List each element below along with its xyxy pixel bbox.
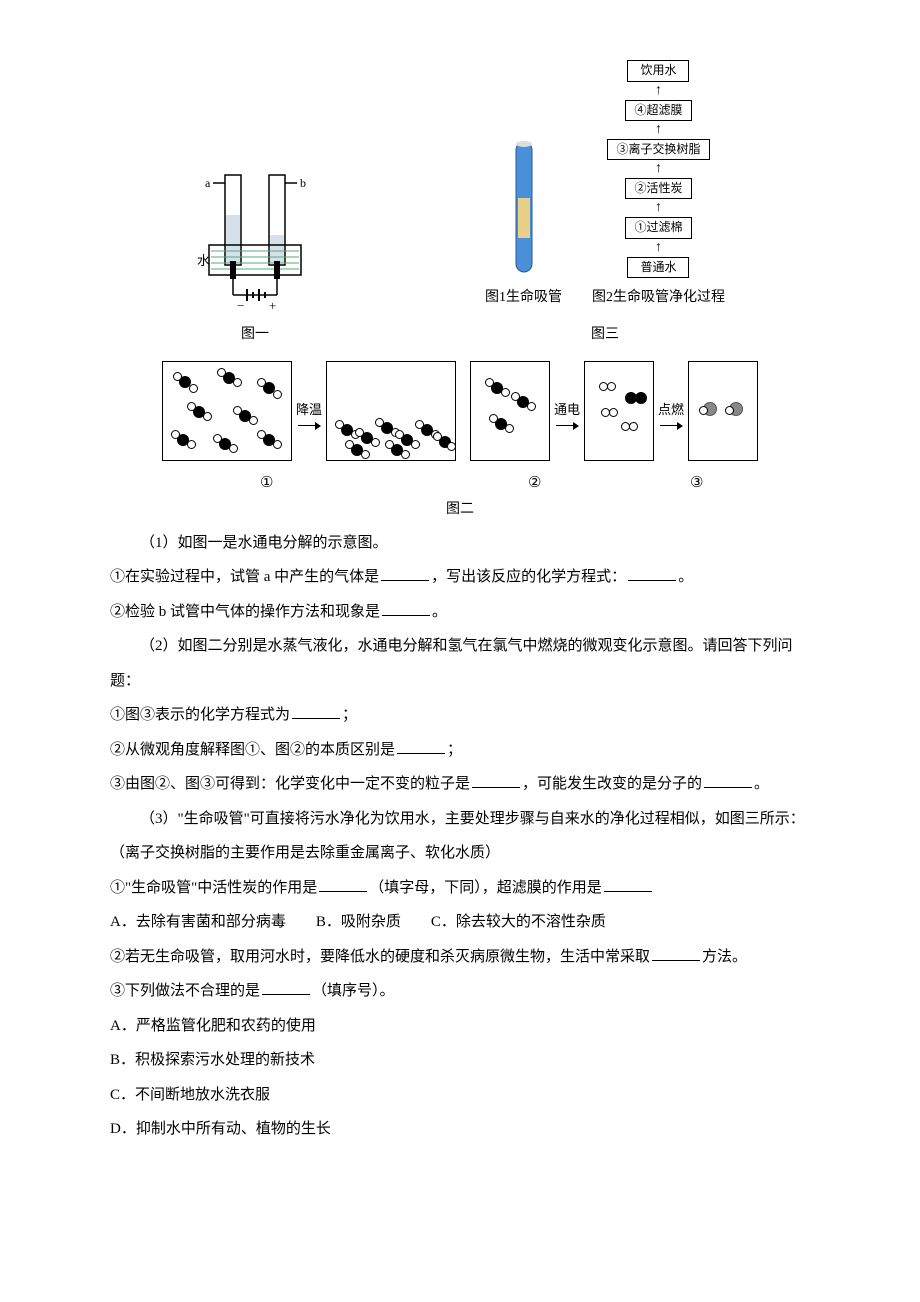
- figure-life-straw-group: 图1生命吸管 饮用水 ↑ ④超滤膜 ↑ ③离子交换树脂 ↑ ②活性炭 ↑ ①过滤…: [485, 60, 725, 351]
- q2-1: ①图③表示的化学方程式为 ；: [110, 698, 810, 733]
- q-text: 。: [754, 776, 769, 792]
- svg-text:−: −: [237, 298, 244, 313]
- q-text: ②检验 b 试管中气体的操作方法和现象是: [110, 604, 380, 620]
- q3-3-od: D．抑制水中所有动、植物的生长: [110, 1112, 810, 1147]
- q-text: ；: [447, 742, 462, 758]
- electrolysis-svg: a b − +: [195, 165, 315, 315]
- fig3-sub2: 图2生命吸管净化过程: [592, 282, 725, 314]
- q1-intro: （1）如图一是水通电分解的示意图。: [110, 526, 810, 561]
- blank: [604, 877, 652, 892]
- figure-electrolysis: a b − +: [195, 165, 315, 351]
- option-c: C．除去较大的不溶性杂质: [431, 905, 606, 940]
- fig3-sub1: 图1生命吸管: [485, 282, 562, 314]
- blank: [397, 739, 445, 754]
- flow-b2: ②活性炭: [625, 178, 691, 200]
- fig1-caption: 图一: [241, 319, 269, 351]
- panel-gas: [162, 361, 292, 461]
- q-text: ③由图②、图③可得到：化学变化中一定不变的粒子是: [110, 776, 470, 792]
- q1-1: ①在实验过程中，试管 a 中产生的气体是 ，写出该反应的化学方程式： 。: [110, 560, 810, 595]
- q3-1-options: A．去除有害菌和部分病毒 B．吸附杂质 C．除去较大的不溶性杂质: [110, 905, 810, 940]
- q-text: （填序号）。: [312, 983, 395, 999]
- q3-intro: （3）"生命吸管"可直接将污水净化为饮用水，主要处理步骤与自来水的净化过程相似，…: [110, 802, 810, 871]
- q2-intro: （2）如图二分别是水蒸气液化，水通电分解和氢气在氯气中燃烧的微观变化示意图。请回…: [110, 629, 810, 698]
- q-text: ；: [342, 707, 357, 723]
- q3-2: ②若无生命吸管，取用河水时，要降低水的硬度和杀灭病原微生物，生活中常采取 方法。: [110, 940, 810, 975]
- blank: [319, 877, 367, 892]
- panel-electrolysis-before: [470, 361, 550, 461]
- blank: [381, 566, 429, 581]
- q-text: ①在实验过程中，试管 a 中产生的气体是: [110, 569, 379, 585]
- q-text: 。: [432, 604, 447, 620]
- blank: [472, 773, 520, 788]
- q-text: 。: [678, 569, 693, 585]
- q-text: 方法。: [702, 949, 747, 965]
- blank: [382, 601, 430, 616]
- life-straw-img: 图1生命吸管: [485, 138, 562, 314]
- flow-bottom: 普通水: [627, 257, 689, 279]
- arrow-label-text: 通电: [554, 395, 580, 425]
- blank: [628, 566, 676, 581]
- q1-2: ②检验 b 试管中气体的操作方法和现象是 。: [110, 595, 810, 630]
- flow-arrow-icon: ↑: [655, 162, 662, 176]
- option-a: A．去除有害菌和部分病毒: [110, 905, 286, 940]
- q-text: ②若无生命吸管，取用河水时，要降低水的硬度和杀灭病原微生物，生活中常采取: [110, 949, 650, 965]
- arrow-ignite: 点燃: [658, 395, 684, 426]
- q-text: ，写出该反应的化学方程式：: [431, 569, 626, 585]
- figure-row-molecules: 降温 通电 点燃: [110, 361, 810, 461]
- q-text: ，可能发生改变的是分子的: [522, 776, 702, 792]
- flow-b3: ③离子交换树脂: [607, 139, 709, 159]
- blank: [292, 704, 340, 719]
- q3-3-oa: A．严格监管化肥和农药的使用: [110, 1009, 810, 1044]
- label-water: 水: [197, 253, 210, 268]
- circle-2: ②: [528, 466, 541, 501]
- label-a: a: [205, 176, 211, 190]
- flow-diagram: 饮用水 ↑ ④超滤膜 ↑ ③离子交换树脂 ↑ ②活性炭 ↑ ①过滤棉 ↑ 普通水…: [592, 60, 725, 315]
- q3-3-ob: B．积极探索污水处理的新技术: [110, 1043, 810, 1078]
- flow-arrow-icon: ↑: [655, 84, 662, 98]
- fig2-caption: 图二: [110, 494, 810, 526]
- panel-combustion-after: [688, 361, 758, 461]
- blank: [262, 980, 310, 995]
- arrow-label-text: 点燃: [658, 395, 684, 425]
- blank: [652, 946, 700, 961]
- flow-top: 饮用水: [627, 60, 689, 82]
- arrow-label-text: 降温: [296, 395, 322, 425]
- q-text: ③下列做法不合理的是: [110, 983, 260, 999]
- label-b: b: [300, 176, 306, 190]
- life-straw-svg: [504, 138, 544, 278]
- circle-3: ③: [690, 466, 703, 501]
- q-text: ①图③表示的化学方程式为: [110, 707, 290, 723]
- flow-arrow-icon: ↑: [655, 241, 662, 255]
- arrow-cooling: 降温: [296, 395, 322, 426]
- q2-3: ③由图②、图③可得到：化学变化中一定不变的粒子是 ，可能发生改变的是分子的 。: [110, 767, 810, 802]
- option-b: B．吸附杂质: [316, 905, 401, 940]
- flow-arrow-icon: ↑: [655, 123, 662, 137]
- panel-liquid: [326, 361, 456, 461]
- fig3-caption: 图三: [591, 319, 619, 351]
- circle-number-row: ① ② ③: [110, 466, 810, 486]
- blank: [704, 773, 752, 788]
- figure-row-top: a b − +: [110, 60, 810, 351]
- q-text: ②从微观角度解释图①、图②的本质区别是: [110, 742, 395, 758]
- q3-3-oc: C．不间断地放水洗衣服: [110, 1078, 810, 1113]
- panel-electrolysis-after: [584, 361, 654, 461]
- flow-b4: ④超滤膜: [625, 100, 691, 122]
- q-text: ①"生命吸管"中活性炭的作用是: [110, 880, 317, 896]
- q3-3: ③下列做法不合理的是 （填序号）。: [110, 974, 810, 1009]
- svg-text:+: +: [269, 298, 276, 313]
- arrow-electrify: 通电: [554, 395, 580, 426]
- q-text: （填字母，下同），超滤膜的作用是: [369, 880, 602, 896]
- flow-arrow-icon: ↑: [655, 201, 662, 215]
- circle-1: ①: [260, 466, 273, 501]
- flow-b1: ①过滤棉: [625, 217, 691, 239]
- q3-1: ①"生命吸管"中活性炭的作用是 （填字母，下同），超滤膜的作用是: [110, 871, 810, 906]
- q2-2: ②从微观角度解释图①、图②的本质区别是 ；: [110, 733, 810, 768]
